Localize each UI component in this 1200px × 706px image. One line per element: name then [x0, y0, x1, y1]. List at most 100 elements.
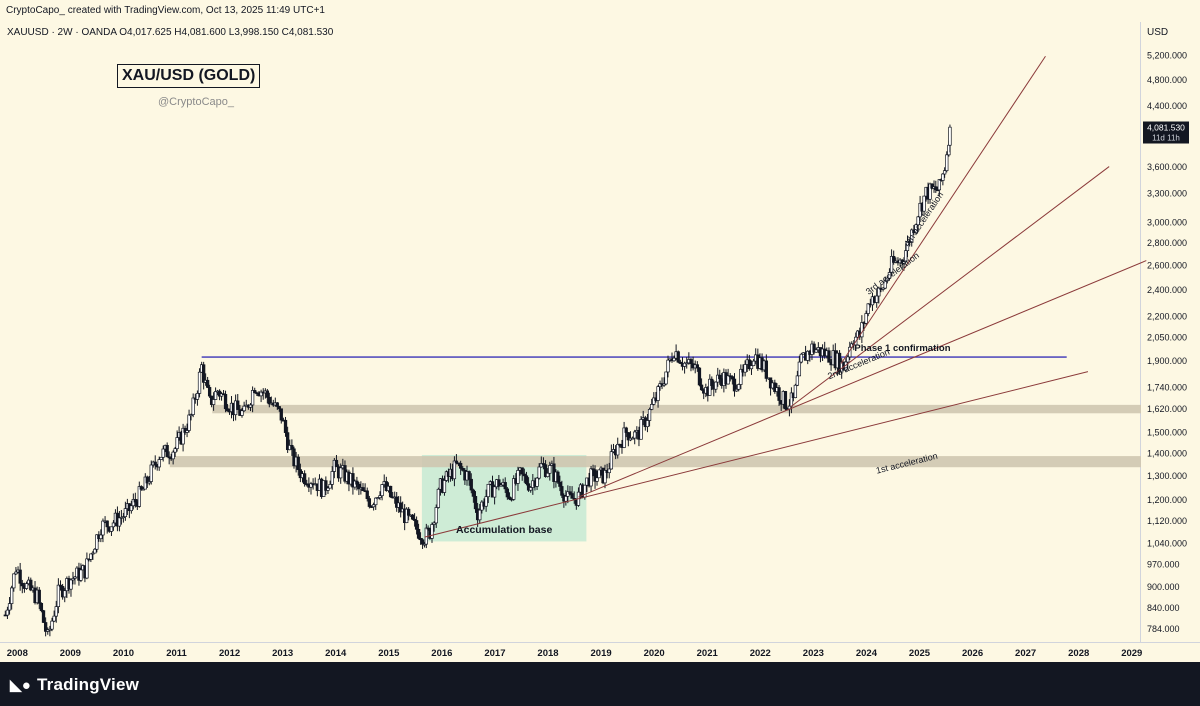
- candle-up: [52, 615, 56, 622]
- candle-down: [560, 486, 564, 496]
- y-tick-label: 1,400.000: [1147, 448, 1187, 458]
- candle-down: [747, 359, 751, 370]
- candle-down: [283, 419, 288, 433]
- x-tick-label: 2009: [60, 648, 81, 659]
- candle-up: [877, 287, 881, 297]
- symbol-info[interactable]: XAUUSD · 2W · OANDA O4,017.625 H4,081.60…: [7, 27, 334, 38]
- candle-up: [430, 524, 434, 539]
- candle-up: [149, 464, 153, 482]
- candle-down: [934, 186, 938, 191]
- y-tick-label: 1,620.000: [1147, 404, 1187, 414]
- candle-up: [371, 504, 376, 508]
- candle-down: [105, 520, 109, 528]
- candle-down: [207, 387, 212, 397]
- tradingview-logo[interactable]: ◣● TradingView: [10, 675, 139, 695]
- x-tick-label: 2027: [1015, 648, 1036, 659]
- candle-up: [914, 224, 918, 234]
- candle-down: [507, 496, 512, 500]
- candle-up: [242, 405, 246, 412]
- candle-up: [73, 576, 77, 579]
- candle-down: [18, 569, 22, 584]
- y-tick-label: 2,050.000: [1147, 333, 1187, 343]
- candle-up: [129, 505, 133, 512]
- 4th-acceleration-line: [840, 55, 1046, 364]
- y-tick-label: 1,500.000: [1147, 427, 1187, 437]
- candle-up: [630, 437, 635, 440]
- candle-up: [905, 241, 910, 252]
- candle-down: [202, 364, 206, 383]
- candle-down: [205, 379, 210, 388]
- candle-down: [275, 402, 279, 407]
- candle-up: [650, 404, 654, 410]
- 1st-acceleration-line: [424, 371, 1089, 538]
- candle-down: [253, 390, 257, 394]
- candle-up: [71, 578, 75, 581]
- candle-down: [469, 478, 473, 491]
- candle-up: [937, 179, 941, 191]
- candle-down: [324, 480, 328, 491]
- x-tick-label: 2019: [591, 648, 612, 659]
- candle-up: [93, 548, 97, 554]
- credit-bar: CryptoCapo_ created with TradingView.com…: [0, 0, 1200, 22]
- x-tick-label: 2023: [803, 648, 824, 659]
- candle-up: [739, 368, 743, 385]
- price-unit[interactable]: USD: [1147, 27, 1169, 38]
- x-tick-label: 2020: [644, 648, 665, 659]
- candle-down: [29, 579, 33, 591]
- x-tick-label: 2016: [431, 648, 452, 659]
- candle-up: [436, 488, 441, 508]
- candle-up: [889, 256, 894, 273]
- candle-down: [367, 498, 372, 507]
- candle-up: [866, 303, 870, 314]
- candle-up: [597, 469, 601, 479]
- candle-up: [928, 183, 932, 200]
- candle-down: [593, 469, 597, 482]
- candle-up: [85, 558, 89, 579]
- candle-up: [213, 391, 218, 400]
- y-tick-label: 1,120.000: [1147, 516, 1187, 526]
- candle-up: [883, 280, 887, 289]
- current-price-countdown: 11d 11h: [1152, 134, 1180, 143]
- candle-up: [492, 486, 497, 498]
- y-tick-label: 2,200.000: [1147, 311, 1187, 321]
- candle-up: [173, 448, 177, 453]
- candle-up: [109, 526, 114, 532]
- candle-up: [339, 467, 343, 479]
- candle-up: [749, 365, 754, 370]
- candle-up: [743, 364, 747, 373]
- candle-up: [682, 362, 687, 367]
- candle-up: [171, 451, 175, 460]
- candle-down: [416, 528, 421, 539]
- candle-down: [412, 518, 417, 521]
- brand-label: TradingView: [37, 675, 140, 694]
- y-tick-label: 5,200.000: [1147, 51, 1187, 61]
- y-tick-label: 1,900.000: [1147, 356, 1187, 366]
- candle-up: [7, 603, 12, 611]
- candle-up: [607, 468, 611, 474]
- candle-down: [732, 378, 737, 392]
- candle-down: [543, 464, 548, 477]
- candle-down: [697, 367, 702, 386]
- current-price-label: 4,081.530: [1147, 123, 1185, 133]
- candle-up: [79, 569, 83, 581]
- candle-up: [330, 471, 334, 485]
- candle-up: [737, 384, 741, 390]
- y-tick-label: 2,400.000: [1147, 285, 1187, 295]
- scale-corner: [1141, 642, 1200, 662]
- x-tick-label: 2012: [219, 648, 240, 659]
- candle-down: [783, 391, 788, 410]
- candle-down: [279, 408, 283, 421]
- candle-down: [471, 489, 476, 497]
- candle-down: [355, 480, 359, 485]
- candle-down: [165, 445, 169, 458]
- candle-up: [197, 371, 202, 394]
- candle-down: [41, 610, 46, 623]
- candle-down: [461, 467, 465, 471]
- candle-up: [539, 463, 543, 468]
- candle-up: [432, 522, 436, 525]
- candle-up: [881, 287, 885, 290]
- candle-up: [157, 459, 161, 468]
- time-scale[interactable]: [0, 642, 1141, 662]
- candle-up: [187, 414, 191, 431]
